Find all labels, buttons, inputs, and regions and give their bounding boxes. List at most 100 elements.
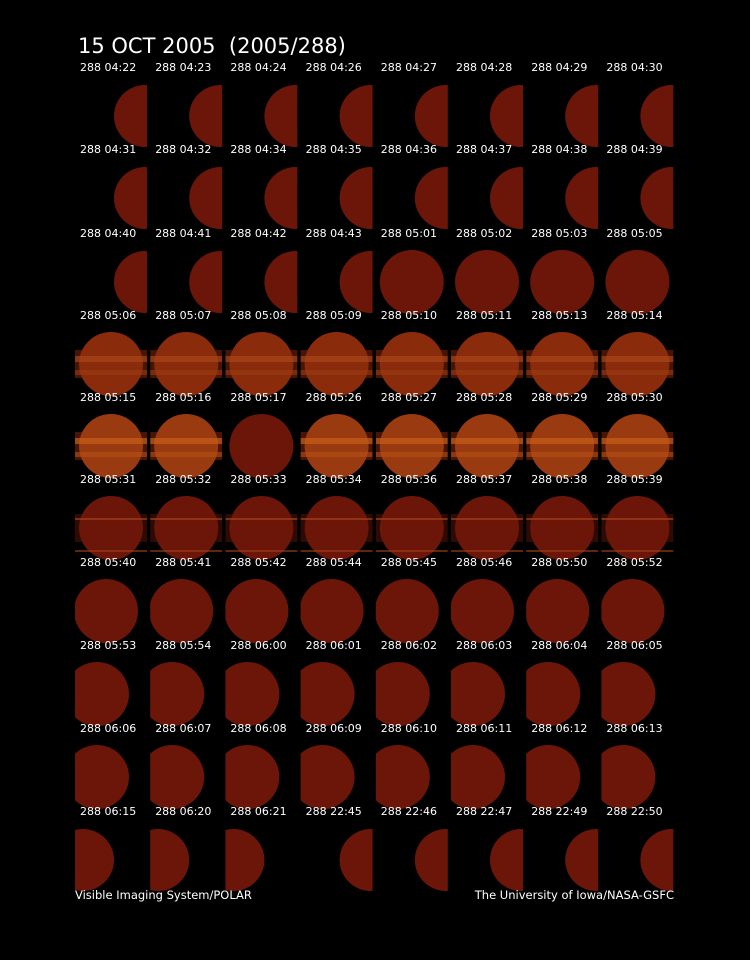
aurora-band [150,370,223,375]
earth-disk [526,579,590,643]
earth-disk [605,332,670,396]
earth-disk [189,85,223,147]
image-cell [451,496,523,560]
image-cell [225,745,280,809]
image-cell [264,85,298,147]
timestamp-label: 288 22:45 [306,805,362,818]
image-cell [601,579,665,643]
earth-disk [300,579,364,643]
timestamp-label: 288 05:37 [456,473,512,486]
aurora-band [526,356,599,362]
image-cell [526,745,581,809]
image-cell [451,414,523,478]
timestamp-label: 288 06:06 [80,722,136,735]
aurora-band [150,452,223,457]
earth-disk [490,829,523,891]
aurora-band [375,452,448,457]
aurora-band [150,438,223,444]
image-cell [379,250,444,314]
earth-disk [154,496,219,560]
image-cell [490,167,523,229]
earth-disk [455,250,519,314]
earth-disk [225,579,289,643]
timestamp-label: 288 04:31 [80,143,136,156]
earth-disk [189,251,223,313]
image-cell [225,829,265,891]
image-cell [150,496,223,560]
earth-disk [79,414,143,478]
timestamp-label: 288 05:53 [80,639,136,652]
image-cell [264,251,298,313]
image-cell [451,332,523,396]
earth-disk [79,496,143,560]
earth-disk [225,662,280,726]
timestamp-label: 288 05:26 [306,391,362,404]
timestamp-label: 288 05:07 [155,309,211,322]
image-cell [189,167,223,229]
aurora-band [375,356,448,362]
timestamp-label: 288 04:36 [381,143,437,156]
timestamp-label: 288 05:34 [306,473,362,486]
footer-right: The University of Iowa/NASA-GSFC [474,888,674,902]
timestamp-label: 288 05:17 [230,391,286,404]
image-cell [300,332,373,396]
image-cell [601,332,674,396]
image-cell [150,662,205,726]
earth-disk [229,496,294,560]
earth-disk [601,745,656,809]
aurora-band [601,356,674,362]
image-cell [300,414,373,478]
aurora-band [601,370,674,375]
earth-disk [455,496,519,560]
aurora-band [451,438,523,444]
stripe [225,518,298,520]
timestamp-label: 288 06:05 [606,639,662,652]
timestamp-label: 288 05:29 [531,391,587,404]
timestamp-label: 288 05:02 [456,227,512,240]
timestamp-label: 288 06:21 [230,805,286,818]
timestamp-label: 288 06:09 [306,722,362,735]
image-cell [565,85,599,147]
stripe [300,550,373,552]
timestamp-label: 288 06:10 [381,722,437,735]
timestamp-label: 288 04:26 [306,61,362,74]
timestamp-label: 288 05:03 [531,227,587,240]
timestamp-label: 288 05:33 [230,473,286,486]
aurora-band [300,356,373,362]
earth-disk [75,829,114,891]
image-cell [189,251,223,313]
earth-disk [339,85,373,147]
timestamp-label: 288 04:43 [306,227,362,240]
earth-disk [601,579,665,643]
earth-disk [154,414,219,478]
earth-disk [530,332,595,396]
timestamp-label: 288 05:11 [456,309,512,322]
timestamp-label: 288 06:11 [456,722,512,735]
timestamp-label: 288 06:03 [456,639,512,652]
earth-disk [414,829,448,891]
stripe [300,518,373,520]
aurora-band [75,356,147,362]
image-cell [75,579,138,643]
image-cell [375,745,430,809]
earth-disk [150,829,190,891]
earth-disk [451,579,514,643]
timestamp-label: 288 04:32 [155,143,211,156]
timestamp-label: 288 05:50 [531,556,587,569]
earth-disk [414,85,448,147]
image-cell [75,332,147,396]
stripe [75,518,147,520]
aurora-band [75,452,147,457]
image-cell [565,829,599,891]
image-cell [150,829,190,891]
earth-disk [451,745,505,809]
image-cell [300,579,364,643]
earth-disk [379,332,444,396]
aurora-band [300,438,373,444]
earth-disk [605,250,670,314]
image-cell [150,414,223,478]
earth-disk [229,414,294,478]
earth-disk [565,167,599,229]
stripe [150,550,223,552]
earth-disk [379,496,444,560]
